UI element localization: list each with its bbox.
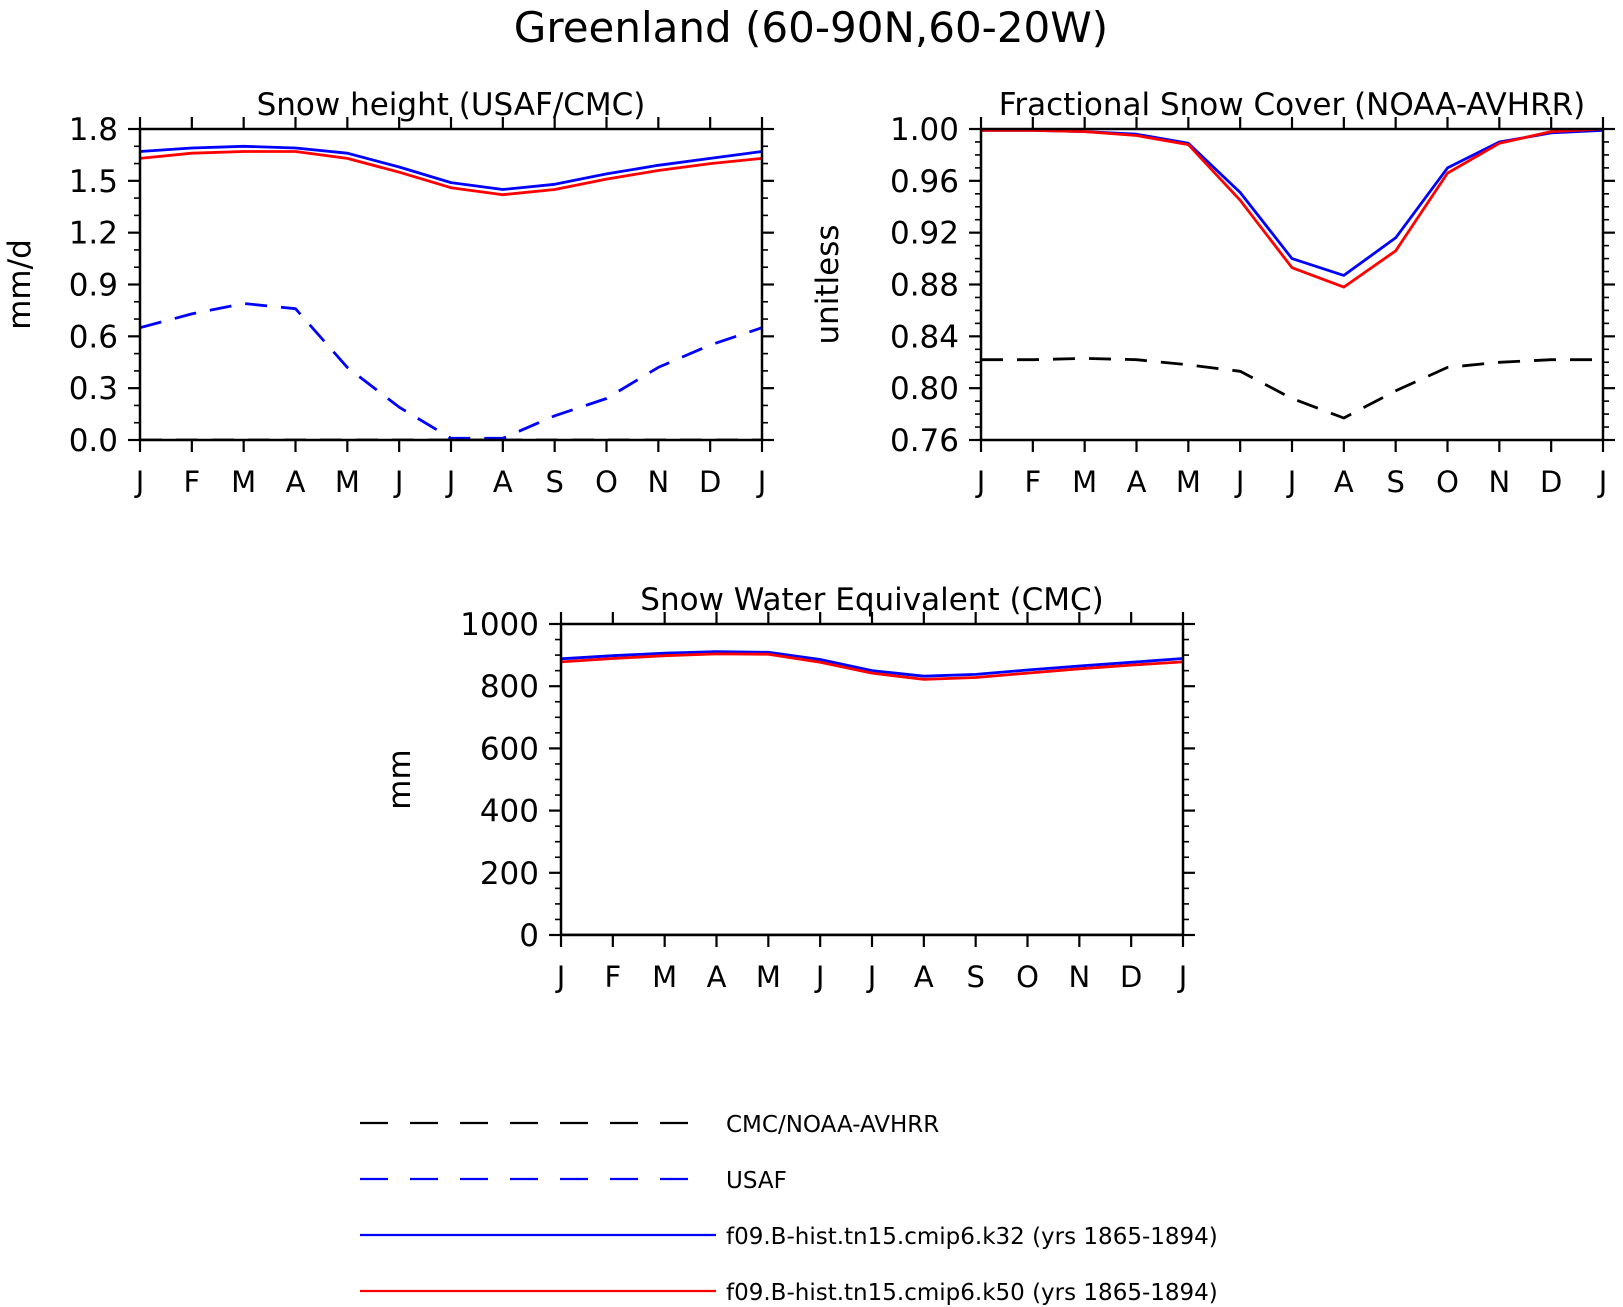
x-tick-label: F — [604, 960, 621, 994]
y-axis-label: mm — [382, 749, 418, 809]
x-tick-label: A — [286, 465, 306, 499]
y-tick-label: 0.0 — [69, 423, 118, 459]
y-tick-label: 0.76 — [890, 423, 959, 459]
x-tick-label: O — [1436, 465, 1459, 499]
y-tick-label: 0.80 — [890, 371, 959, 407]
x-tick-label: F — [183, 465, 200, 499]
legend-item: f09.B-hist.tn15.cmip6.k50 (yrs 1865-1894… — [360, 1280, 1218, 1306]
x-tick-label: J — [975, 465, 986, 499]
chart-panel-1: Snow height (USAF/CMC)mm/dJ F M A M J J A S O N D J0… — [2, 87, 774, 499]
x-tick-label: J — [814, 960, 825, 994]
x-tick-label: J — [134, 465, 145, 499]
y-axis-label: unitless — [810, 224, 846, 344]
y-tick-label: 0.92 — [890, 216, 959, 252]
x-tick-label: J — [555, 960, 566, 994]
x-tick-label: S — [966, 960, 984, 994]
x-tick-label: D — [699, 465, 721, 499]
x-tick-label: J — [1286, 465, 1297, 499]
y-tick-label: 1.8 — [69, 112, 118, 148]
x-tick-label: J — [1177, 960, 1188, 994]
chart-panel-3: Snow Water Equivalent (CMC)mmJ F M A M J J A S O N… — [382, 582, 1195, 994]
series-group — [981, 129, 1603, 420]
x-tick-label: M — [231, 465, 256, 499]
y-tick-label: 0.9 — [69, 268, 118, 304]
x-tick-label: A — [493, 465, 513, 499]
legend-item: f09.B-hist.tn15.cmip6.k32 (yrs 1865-1894… — [360, 1224, 1218, 1250]
legend-label: USAF — [726, 1168, 787, 1194]
x-tick-label: M — [1176, 465, 1201, 499]
x-tick-label: A — [707, 960, 727, 994]
series-line-k32 — [140, 144, 762, 191]
series-line-k32 — [981, 129, 1603, 277]
x-tick-label: N — [1488, 465, 1510, 499]
x-tick-label: A — [1127, 465, 1147, 499]
series-group — [140, 144, 762, 440]
x-tick-label: S — [545, 465, 563, 499]
y-tick-label: 0.96 — [890, 164, 959, 200]
x-tick-label: D — [1120, 960, 1142, 994]
legend-item: CMC/NOAA-AVHRR — [360, 1112, 939, 1138]
x-tick-label: M — [652, 960, 677, 994]
legend-item: USAF — [360, 1168, 787, 1194]
y-tick-label: 0.6 — [69, 319, 118, 355]
y-tick-label: 0.84 — [890, 319, 959, 355]
x-tick-label: M — [1072, 465, 1097, 499]
y-tick-label: 600 — [480, 731, 539, 767]
y-tick-label: 800 — [480, 669, 539, 705]
x-tick-label: J — [1234, 465, 1245, 499]
y-tick-label: 0.3 — [69, 371, 118, 407]
plot-frame — [979, 127, 1605, 442]
x-tick-label: M — [756, 960, 781, 994]
series-group — [561, 650, 1183, 935]
series-line-k50 — [981, 129, 1603, 289]
y-tick-label: 200 — [480, 856, 539, 892]
legend-label: f09.B-hist.tn15.cmip6.k50 (yrs 1865-1894… — [726, 1280, 1218, 1306]
y-tick-label: 1.2 — [69, 216, 118, 252]
y-axis-label: mm/d — [2, 239, 38, 330]
figure-title: Greenland (60-90N,60-20W) — [514, 3, 1108, 52]
series-line-obs_usaf — [140, 302, 762, 440]
series-line-k32 — [561, 650, 1183, 678]
x-tick-label: F — [1024, 465, 1041, 499]
y-tick-label: 1000 — [460, 607, 539, 643]
legend-label: f09.B-hist.tn15.cmip6.k32 (yrs 1865-1894… — [726, 1224, 1218, 1250]
legend-label: CMC/NOAA-AVHRR — [726, 1112, 939, 1138]
x-tick-label: J — [866, 960, 877, 994]
series-line-k50 — [140, 150, 762, 197]
chart-panel-2: Fractional Snow Cover (NOAA-AVHRR)unitle… — [810, 87, 1615, 499]
y-tick-label: 1.00 — [890, 112, 959, 148]
x-tick-label: N — [647, 465, 669, 499]
x-tick-label: D — [1540, 465, 1562, 499]
x-tick-label: N — [1068, 960, 1090, 994]
legend: CMC/NOAA-AVHRR USAF f09.B-hist.tn15.cmip6.… — [360, 1112, 1218, 1306]
series-line-k50 — [561, 652, 1183, 681]
x-tick-label: O — [595, 465, 618, 499]
panels: Snow height (USAF/CMC)mm/dJ F M A M J J A S O N D J0… — [2, 87, 1615, 994]
plot-frame — [138, 127, 764, 442]
x-tick-label: J — [1597, 465, 1608, 499]
x-tick-label: J — [393, 465, 404, 499]
y-tick-label: 1.5 — [69, 164, 118, 200]
y-tick-label: 0.88 — [890, 268, 959, 304]
y-tick-label: 400 — [480, 794, 539, 830]
series-line-obs_cmc — [981, 356, 1603, 420]
x-tick-label: M — [335, 465, 360, 499]
x-tick-label: O — [1016, 960, 1039, 994]
x-tick-label: J — [445, 465, 456, 499]
x-tick-label: J — [756, 465, 767, 499]
y-tick-label: 0 — [519, 918, 539, 954]
x-tick-label: A — [1334, 465, 1354, 499]
x-tick-label: A — [914, 960, 934, 994]
x-tick-label: S — [1386, 465, 1404, 499]
